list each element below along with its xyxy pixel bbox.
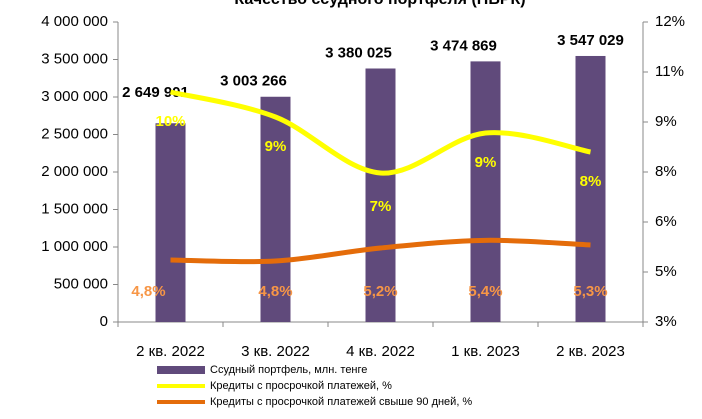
- bar: [470, 61, 501, 322]
- line: [170, 237, 591, 265]
- bar-value-label: 3 474 869: [430, 37, 497, 54]
- legend-label: Кредиты с просрочкой платежей свыше 90 д…: [210, 396, 472, 408]
- line-value-label: 4,8%: [258, 283, 292, 300]
- x-tick-label: 3 кв. 2022: [241, 343, 310, 360]
- bar-value-label: 3 380 025: [325, 44, 392, 61]
- y-tick-label: 1 000 000: [41, 238, 108, 255]
- x-tick-label: 2 кв. 2022: [136, 343, 205, 360]
- y2-tick-label: 8%: [655, 163, 677, 180]
- y2-tick-label: 12%: [655, 13, 685, 30]
- y-tick-label: 500 000: [54, 275, 108, 292]
- bar-value-label: 3 547 029: [557, 32, 624, 49]
- bar: [260, 96, 291, 322]
- line-value-label: 5,3%: [573, 283, 607, 300]
- bar-value-label: 3 003 266: [220, 73, 287, 90]
- y2-tick-label: 3%: [655, 313, 677, 330]
- line-value-label: 8%: [580, 173, 602, 190]
- legend-label: Ссудный портфель, млн. тенге: [210, 364, 367, 376]
- line: [169, 89, 591, 176]
- line-value-label: 5,4%: [468, 283, 502, 300]
- line-value-label: 9%: [475, 154, 497, 171]
- line-value-label: 10%: [155, 113, 185, 130]
- x-tick-label: 4 кв. 2022: [346, 343, 415, 360]
- y2-tick-label: 11%: [655, 63, 684, 80]
- line-value-label: 4,8%: [131, 283, 165, 300]
- x-tick-label: 1 кв. 2023: [451, 343, 520, 360]
- bar: [155, 123, 186, 323]
- chart-title: Качество ссудного портфеля (НБРК): [234, 0, 525, 8]
- line-value-label: 7%: [370, 198, 392, 215]
- y-tick-label: 1 500 000: [41, 200, 108, 217]
- line-value-label: 9%: [265, 138, 287, 155]
- bar-value-label: 2 649 901: [122, 84, 189, 101]
- y2-tick-label: 9%: [655, 113, 677, 130]
- y-tick-label: 2 000 000: [41, 163, 108, 180]
- y2-tick-label: 5%: [655, 263, 677, 280]
- bar: [575, 55, 606, 322]
- legend-swatch: [157, 366, 205, 374]
- bar: [365, 68, 396, 322]
- line-value-label: 5,2%: [363, 283, 397, 300]
- y2-tick-label: 6%: [655, 213, 677, 230]
- y-tick-label: 3 000 000: [41, 88, 108, 105]
- y-tick-label: 4 000 000: [41, 13, 108, 30]
- y-tick-label: 2 500 000: [41, 125, 108, 142]
- y-tick-label: 0: [100, 313, 108, 330]
- x-tick-label: 2 кв. 2023: [556, 343, 625, 360]
- legend-label: Кредиты с просрочкой платежей, %: [210, 380, 392, 392]
- y-tick-label: 3 500 000: [41, 50, 108, 67]
